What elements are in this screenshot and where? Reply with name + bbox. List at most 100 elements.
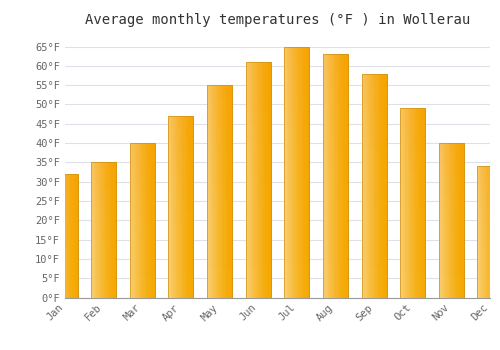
Bar [130, 246, 155, 256]
Bar [247, 62, 248, 298]
Bar [400, 184, 425, 197]
Bar [52, 265, 78, 273]
Bar [168, 152, 194, 164]
FancyBboxPatch shape [246, 62, 270, 298]
Bar [439, 215, 464, 225]
Bar [344, 54, 346, 298]
Bar [130, 143, 131, 298]
Bar [292, 47, 293, 298]
Bar [343, 54, 344, 298]
Bar [362, 118, 386, 133]
Bar [62, 174, 64, 298]
Bar [111, 162, 112, 298]
Bar [284, 47, 310, 63]
Bar [323, 54, 324, 298]
Bar [486, 166, 488, 298]
Bar [91, 261, 116, 271]
Bar [266, 62, 267, 298]
Bar [296, 47, 297, 298]
Bar [439, 246, 464, 256]
Bar [104, 162, 105, 298]
Bar [207, 85, 232, 99]
Bar [405, 108, 406, 298]
Bar [218, 85, 220, 298]
Bar [207, 128, 232, 142]
Bar [148, 143, 150, 298]
Bar [448, 143, 449, 298]
Bar [70, 174, 71, 298]
Bar [323, 87, 348, 103]
Bar [91, 216, 116, 225]
Bar [101, 162, 102, 298]
Bar [336, 54, 338, 298]
Bar [420, 108, 422, 298]
Bar [52, 248, 78, 256]
Bar [400, 234, 425, 247]
Bar [439, 236, 464, 246]
Bar [416, 108, 418, 298]
Bar [222, 85, 224, 298]
Bar [65, 174, 66, 298]
Bar [168, 164, 194, 176]
Bar [439, 143, 464, 153]
Bar [60, 174, 61, 298]
Bar [478, 210, 500, 219]
Bar [226, 85, 227, 298]
Bar [168, 237, 194, 249]
Bar [462, 143, 464, 298]
Bar [494, 166, 495, 298]
Bar [54, 174, 55, 298]
Bar [362, 163, 386, 178]
Bar [323, 216, 348, 233]
Bar [174, 116, 176, 298]
Bar [439, 143, 440, 298]
FancyBboxPatch shape [478, 166, 500, 298]
Bar [130, 287, 155, 298]
Bar [192, 116, 194, 298]
Bar [267, 62, 268, 298]
Bar [214, 85, 216, 298]
Bar [478, 166, 500, 175]
Bar [323, 103, 348, 119]
Bar [488, 166, 490, 298]
Bar [168, 128, 194, 140]
Bar [406, 108, 408, 298]
Bar [91, 252, 116, 261]
Bar [168, 201, 194, 213]
Bar [168, 116, 194, 128]
Bar [478, 254, 500, 262]
FancyBboxPatch shape [323, 54, 348, 298]
Bar [492, 166, 494, 298]
Bar [264, 62, 266, 298]
Bar [221, 85, 222, 298]
Bar [334, 54, 336, 298]
Bar [400, 285, 425, 298]
Bar [498, 166, 499, 298]
Bar [98, 162, 100, 298]
Bar [442, 143, 444, 298]
Bar [130, 153, 155, 164]
Bar [378, 74, 379, 298]
Bar [220, 85, 221, 298]
Bar [52, 174, 78, 182]
Bar [478, 219, 500, 228]
Bar [412, 108, 414, 298]
Bar [400, 108, 425, 121]
Bar [362, 178, 386, 193]
Bar [362, 148, 386, 163]
Bar [284, 214, 310, 231]
Bar [188, 116, 190, 298]
Bar [228, 85, 230, 298]
Bar [362, 282, 386, 298]
Bar [52, 281, 78, 289]
Bar [246, 125, 270, 140]
Bar [168, 249, 194, 261]
Bar [207, 85, 208, 298]
Bar [52, 182, 78, 190]
Bar [176, 116, 177, 298]
Bar [400, 172, 425, 184]
Bar [340, 54, 342, 298]
Bar [323, 233, 348, 249]
Bar [112, 162, 114, 298]
Bar [284, 63, 310, 80]
